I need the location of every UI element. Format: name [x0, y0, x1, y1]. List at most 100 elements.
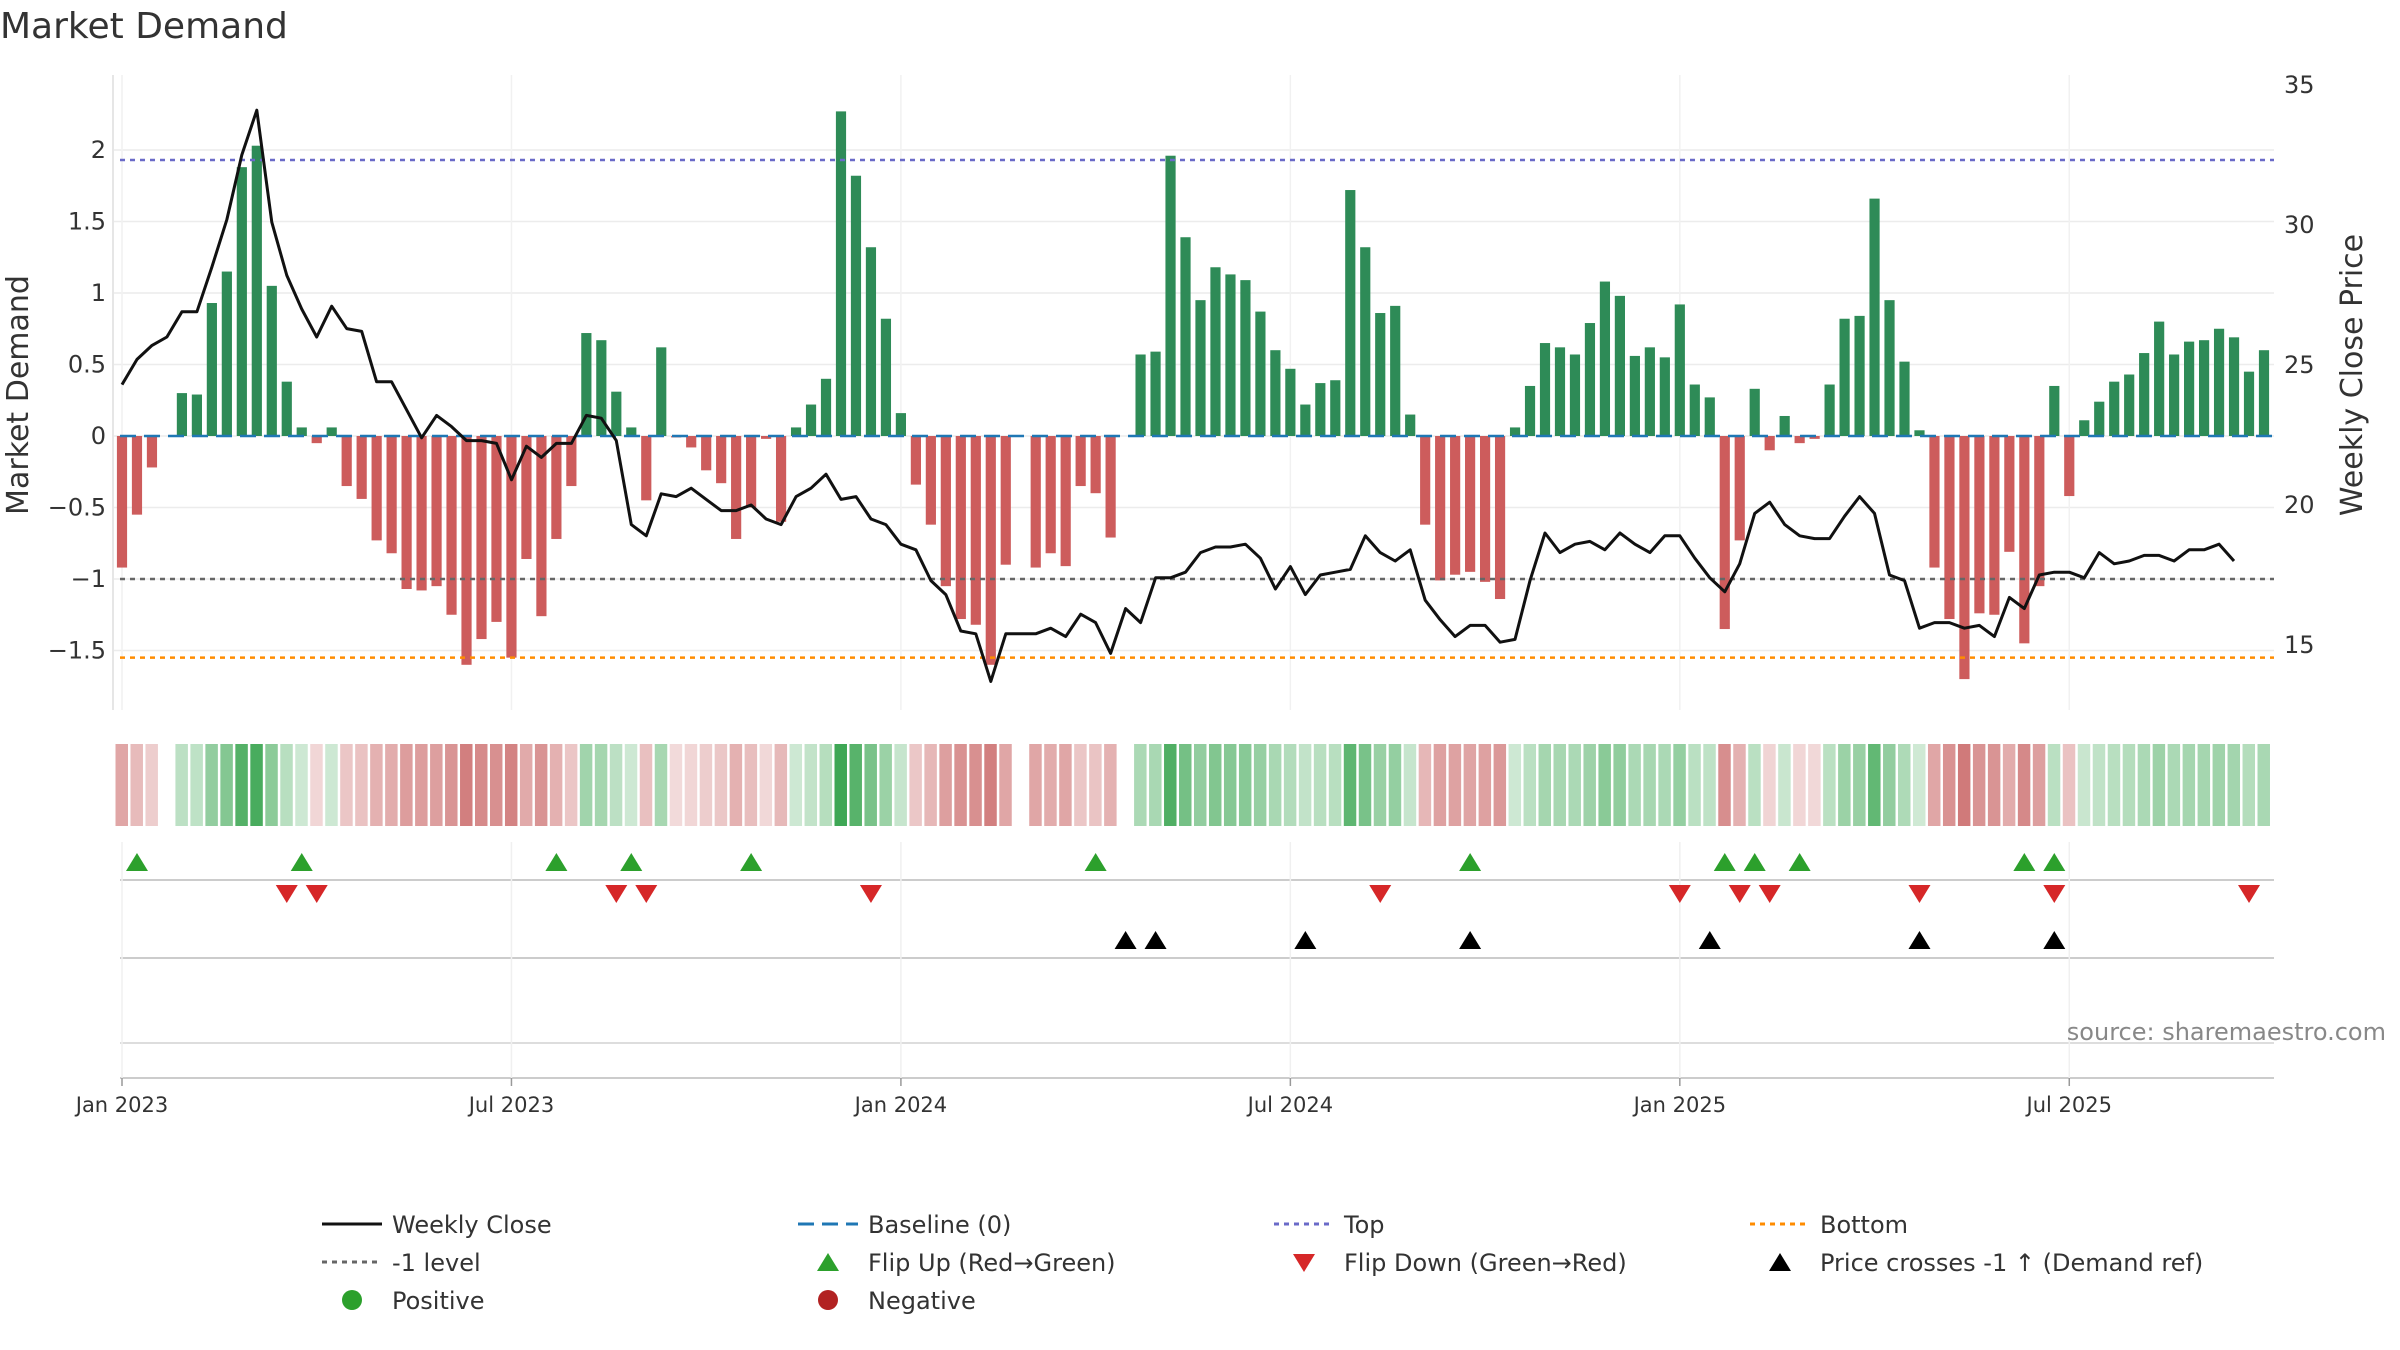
- demand-bar-positive: [835, 111, 847, 436]
- heat-cell: [2212, 744, 2226, 826]
- heat-cell: [1553, 744, 1566, 826]
- demand-bar-negative: [686, 436, 697, 448]
- heat-cell: [1044, 744, 1057, 826]
- legend-swatch-negative: [818, 1290, 838, 1310]
- heat-cell: [1568, 744, 1581, 826]
- price-cross-marker: [2043, 931, 2066, 949]
- heat-cell: [355, 744, 368, 826]
- right-tick-label: 20: [2284, 491, 2315, 519]
- demand-bar-positive: [2124, 374, 2135, 436]
- demand-bar-positive: [2154, 321, 2165, 436]
- heat-cell: [1927, 744, 1941, 826]
- heat-cell: [1957, 744, 1971, 826]
- date-tick-label: Jan 2025: [1632, 1093, 1727, 1117]
- heat-cell: [1628, 744, 1641, 826]
- heat-cell: [519, 744, 533, 826]
- demand-bar-positive: [1375, 313, 1386, 436]
- flip-up-marker: [2043, 853, 2066, 871]
- left-tick-label: −1.5: [48, 637, 106, 665]
- heat-cell: [430, 744, 443, 826]
- left-y-axis: 2 1.5 1 0.5 0 −0.5 −1 −1.5: [48, 136, 106, 665]
- heat-cell: [1253, 744, 1267, 826]
- heat-cell: [1089, 744, 1102, 826]
- flip-up-marker: [1084, 853, 1107, 871]
- heat-cell: [1883, 744, 1896, 826]
- legend-weekly-close: Weekly Close: [392, 1211, 552, 1239]
- legend-negative: Negative: [868, 1287, 976, 1315]
- demand-bar-negative: [1030, 436, 1041, 568]
- demand-bar-positive: [895, 413, 907, 436]
- heat-cell: [175, 744, 188, 826]
- demand-bar-positive: [1509, 427, 1521, 436]
- date-tick-label: Jul 2024: [1246, 1093, 1333, 1117]
- demand-bar-negative: [1420, 436, 1431, 525]
- signal-markers: [120, 842, 2274, 1079]
- demand-bar-positive: [1195, 300, 1206, 436]
- heat-cell: [385, 744, 398, 826]
- demand-bars: [116, 111, 2270, 680]
- legend-minus-one: -1 level: [392, 1249, 481, 1277]
- demand-bar-negative: [925, 436, 936, 525]
- heat-cell: [1343, 744, 1357, 826]
- flip-down-marker: [859, 885, 882, 903]
- heat-cell: [579, 744, 593, 826]
- demand-bar-positive: [1225, 274, 1236, 436]
- heat-cell: [1987, 744, 2001, 826]
- heat-cell: [894, 744, 907, 826]
- demand-bar-negative: [461, 436, 472, 665]
- demand-bar-negative: [731, 436, 742, 539]
- demand-bar-negative: [386, 436, 397, 554]
- demand-bar-positive: [1285, 368, 1296, 436]
- heat-cell: [669, 744, 683, 826]
- heat-cell: [1673, 744, 1686, 826]
- heat-cell: [1853, 744, 1866, 826]
- demand-bar-negative: [1494, 436, 1506, 600]
- demand-bar-positive: [2094, 401, 2105, 436]
- heat-cell: [1583, 744, 1596, 826]
- demand-bar-negative: [371, 436, 382, 541]
- demand-bar-positive: [2198, 340, 2210, 436]
- demand-bar-positive: [1210, 267, 1221, 436]
- heat-cell: [1718, 744, 1731, 826]
- date-axis: Jan 2023 Jul 2023 Jan 2024 Jul 2024 Jan 2025…: [74, 1078, 2112, 1117]
- demand-bar-negative: [1000, 436, 1011, 565]
- left-tick-label: 0: [91, 422, 106, 450]
- heat-cell: [1493, 744, 1507, 826]
- demand-bar-negative: [1974, 436, 1985, 614]
- demand-bar-positive: [281, 381, 292, 436]
- price-cross-marker: [1294, 931, 1317, 949]
- demand-bar-positive: [1165, 155, 1176, 436]
- demand-bar-positive: [1135, 354, 1146, 436]
- demand-bar-negative: [1944, 436, 1955, 620]
- demand-bar-positive: [1569, 354, 1581, 436]
- heat-cell: [2137, 744, 2151, 826]
- demand-bar-positive: [1270, 350, 1281, 436]
- heat-cell: [1912, 744, 1926, 826]
- demand-bar-positive: [2228, 337, 2240, 436]
- heat-cell: [684, 744, 698, 826]
- heat-cell: [1598, 744, 1611, 826]
- heat-cell: [999, 744, 1012, 826]
- right-tick-label: 30: [2284, 211, 2315, 239]
- demand-bar-positive: [1405, 414, 1416, 436]
- heat-cell: [1074, 744, 1087, 826]
- flip-down-marker: [1668, 885, 1691, 903]
- chart-legend: Weekly Close Baseline (0) Top Bottom -1 …: [322, 1211, 2203, 1315]
- flip-down-marker: [2238, 885, 2261, 903]
- flip-down-marker: [1758, 885, 1781, 903]
- demand-bar-positive: [2169, 354, 2180, 436]
- heat-cell: [2182, 744, 2196, 826]
- heat-cell: [2032, 744, 2046, 826]
- heat-cell: [1134, 744, 1147, 826]
- chart-title: Market Demand: [0, 6, 288, 47]
- date-tick-label: Jul 2025: [2025, 1093, 2112, 1117]
- heat-cell: [340, 744, 353, 826]
- price-cross-marker: [1908, 931, 1931, 949]
- heat-cell: [699, 744, 713, 826]
- heat-cell: [534, 744, 548, 826]
- heat-cell: [984, 744, 997, 826]
- heat-cell: [1104, 744, 1117, 826]
- demand-bar-positive: [1180, 237, 1191, 436]
- flip-down-marker: [1908, 885, 1931, 903]
